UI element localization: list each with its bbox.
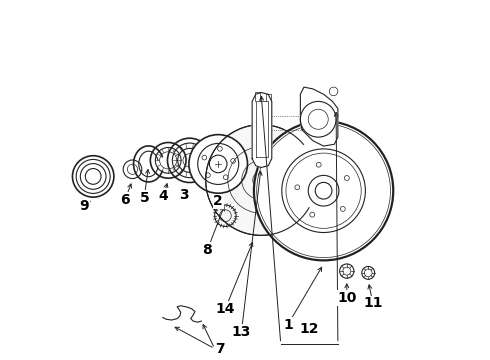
Circle shape	[300, 102, 336, 137]
Text: 5: 5	[139, 191, 149, 205]
Text: 3: 3	[179, 188, 189, 202]
Text: 13: 13	[232, 325, 251, 339]
Text: 6: 6	[120, 193, 130, 207]
Polygon shape	[206, 125, 309, 235]
Circle shape	[254, 121, 393, 260]
Circle shape	[189, 135, 247, 193]
Text: 4: 4	[159, 189, 169, 203]
Text: 14: 14	[216, 302, 235, 316]
Polygon shape	[300, 87, 338, 146]
Text: 1: 1	[283, 318, 293, 332]
Text: 9: 9	[79, 199, 89, 213]
Text: 7: 7	[215, 342, 225, 356]
Text: 8: 8	[203, 243, 212, 257]
Text: 10: 10	[337, 291, 357, 305]
Text: 11: 11	[363, 296, 383, 310]
Polygon shape	[252, 93, 272, 167]
Text: 12: 12	[299, 322, 319, 336]
Text: 2: 2	[213, 194, 223, 208]
